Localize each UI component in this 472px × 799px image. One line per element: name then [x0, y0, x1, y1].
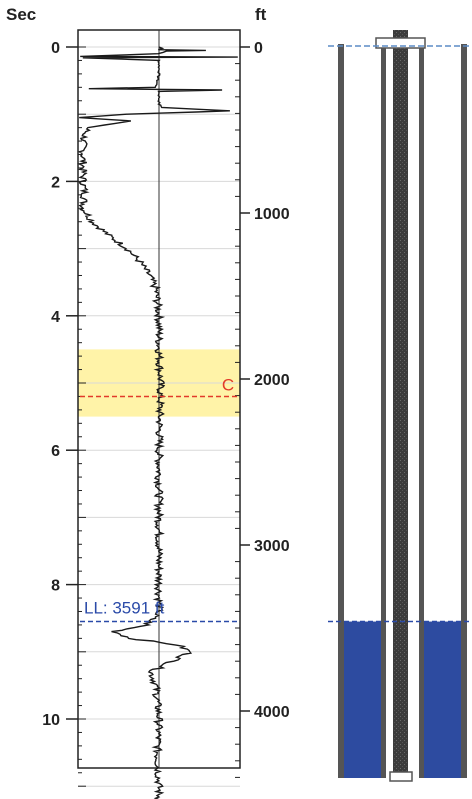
acoustic-trace: [77, 46, 238, 799]
marker-label-c: C: [222, 375, 234, 394]
tubing-cap: [375, 37, 426, 49]
left-tick-label: 0: [51, 40, 60, 57]
left-tick-label: 8: [51, 578, 60, 595]
tubing-wall-right: [419, 42, 424, 778]
left-tick-label: 4: [51, 309, 60, 326]
sucker-rod: [393, 30, 408, 772]
left-axis-ticks: 0 2 4 6 8 10: [42, 40, 86, 787]
casing-left: [338, 44, 344, 778]
left-tick-label: 6: [51, 443, 60, 460]
right-tick-label: 0: [254, 40, 263, 57]
left-tick-label: 2: [51, 174, 60, 191]
fluid-column-right: [423, 621, 461, 778]
marker-label-ll: LL: 3591 ft: [84, 599, 165, 618]
fluid-column-left: [342, 621, 384, 778]
well-schematic: [328, 30, 470, 782]
right-tick-label: 3000: [254, 538, 290, 555]
right-tick-label: 4000: [254, 704, 290, 721]
right-tick-label: 2000: [254, 372, 290, 389]
right-axis-ticks: 0 1000 2000 3000 4000: [235, 40, 290, 778]
left-axis-title: Sec: [6, 5, 36, 24]
right-tick-label: 1000: [254, 206, 290, 223]
right-axis-title: ft: [255, 5, 267, 24]
left-tick-label: 10: [42, 712, 60, 729]
tubing-shoe: [389, 771, 413, 782]
tubing-wall-left: [381, 42, 386, 778]
casing-right: [461, 44, 467, 778]
